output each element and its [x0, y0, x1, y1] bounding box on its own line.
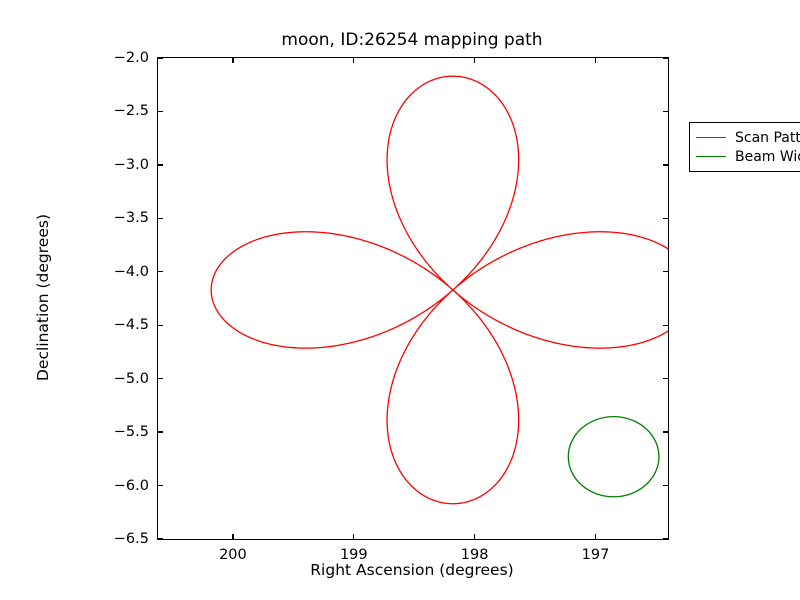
x-tick-label: 199 — [339, 547, 368, 563]
data-series-group — [210, 75, 668, 505]
y-tick-label: −6.0 — [113, 477, 149, 494]
y-tick-label: −5.5 — [113, 424, 149, 441]
y-tick-label: −2.5 — [113, 103, 149, 120]
x-tick-mark — [353, 534, 355, 539]
legend-label-scan-pattern: Scan Pattern — [735, 129, 800, 146]
y-tick-mark — [158, 271, 163, 273]
x-tick-label: 200 — [219, 547, 247, 563]
y-tick-mark — [158, 431, 163, 433]
y-tick-mark — [663, 538, 668, 540]
legend-entry-beam-width: Beam Width — [696, 147, 800, 166]
y-tick-mark — [663, 271, 668, 273]
y-axis-label: Declination (degrees) — [34, 213, 52, 382]
x-axis-label: Right Ascension (degrees) — [310, 561, 514, 579]
y-tick-mark — [663, 484, 668, 487]
plot-axes: 200 199 198 197 −2.0 −2.5 −3.0 −3.5 −4.0 −4.5 −5.… — [114, 50, 800, 563]
y-tick-mark — [158, 538, 163, 540]
legend-swatch-scan-pattern — [696, 137, 726, 138]
x-tick-mark — [594, 534, 597, 539]
series-line-scan-pattern — [210, 75, 668, 505]
legend-label-beam-width: Beam Width — [735, 148, 800, 165]
y-tick-mark — [158, 164, 163, 166]
y-tick-mark — [158, 217, 163, 219]
legend-swatch-beam-width — [696, 156, 726, 157]
y-tick-mark — [663, 324, 668, 326]
series-line-beam-width — [567, 415, 660, 498]
y-tick-label: −2.0 — [113, 50, 149, 66]
y-tick-mark — [663, 378, 668, 380]
y-tick-mark — [663, 57, 668, 59]
x-tick-mark — [473, 534, 476, 539]
page-title: moon, ID:26254 mapping path — [281, 30, 543, 50]
plot-canvas — [210, 75, 668, 505]
x-tick-label: 197 — [581, 547, 610, 563]
x-tick-mark-top — [353, 58, 355, 63]
legend-entry-scan-pattern: Scan Pattern — [696, 128, 800, 147]
y-tick-label: −3.5 — [113, 210, 149, 227]
y-tick-label: −5.0 — [113, 370, 149, 387]
x-tick-mark-top — [232, 58, 234, 63]
y-tick-label: −4.5 — [113, 317, 149, 334]
x-tick-mark-top — [594, 58, 597, 63]
x-tick-mark — [232, 534, 234, 539]
y-tick-label: −6.5 — [113, 531, 149, 547]
y-tick-mark — [158, 484, 163, 487]
y-tick-mark — [663, 217, 668, 219]
y-tick-mark — [663, 110, 668, 113]
y-tick-label: −4.0 — [113, 263, 149, 280]
y-tick-mark — [158, 324, 163, 326]
y-tick-mark — [158, 378, 163, 380]
y-tick-mark — [158, 110, 163, 113]
x-tick-label: 198 — [460, 547, 489, 563]
x-tick-mark-top — [473, 58, 476, 63]
y-tick-mark — [663, 431, 668, 433]
y-tick-label: −3.0 — [113, 156, 149, 173]
y-tick-mark — [663, 164, 668, 166]
legend: Scan Pattern Beam Width — [689, 122, 800, 172]
y-tick-mark — [158, 57, 163, 59]
